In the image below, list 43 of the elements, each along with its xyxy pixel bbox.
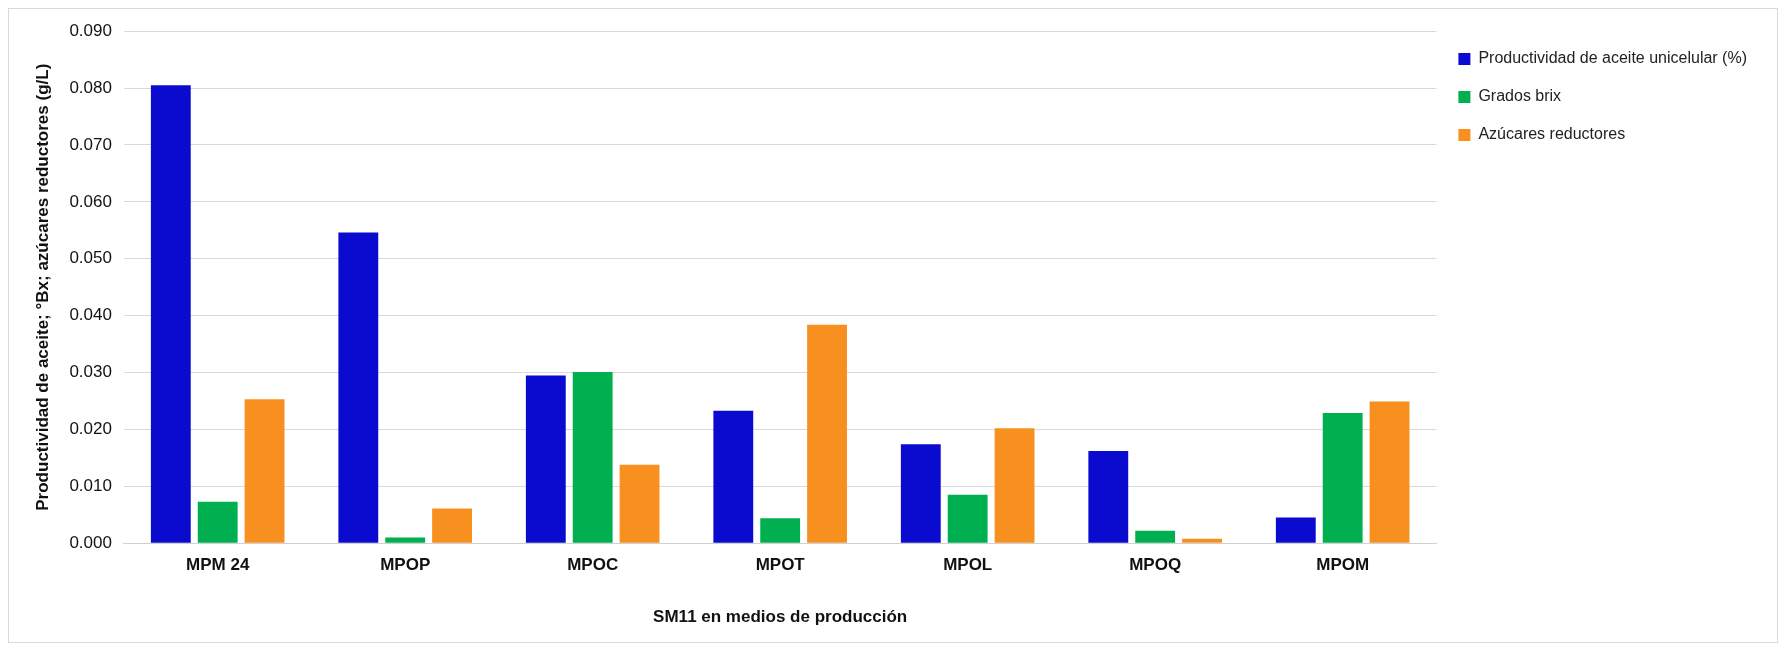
y-tick-label: 0.060: [69, 191, 112, 211]
bar: [994, 428, 1035, 543]
y-tick-label: 0.040: [69, 305, 112, 325]
bar: [619, 464, 660, 543]
bar: [572, 371, 613, 543]
bar: [197, 501, 238, 543]
y-axis-title: Productividad de aceite; °Bx; azúcares reductores (g/L): [32, 63, 52, 511]
x-axis-title: SM11 en medios de producción: [653, 607, 908, 627]
bar: [150, 85, 191, 543]
y-tick-label: 0.020: [69, 419, 112, 439]
bar: [385, 537, 426, 543]
bar: [900, 444, 941, 543]
bar: [760, 518, 801, 543]
bar: [807, 324, 847, 543]
bar: [947, 494, 988, 543]
x-tick-label: MPOL: [943, 555, 993, 575]
bar: [1182, 538, 1222, 543]
y-tick-label: 0.050: [69, 248, 112, 268]
legend-label: Grados brix: [1478, 87, 1562, 105]
bar: [1275, 517, 1316, 543]
x-tick-label: MPOP: [380, 555, 431, 575]
y-tick-label: 0.000: [69, 532, 112, 552]
legend-label: Azúcares reductores: [1478, 125, 1626, 143]
y-tick-label: 0.010: [69, 476, 112, 495]
bar: [713, 410, 754, 543]
bar: [525, 375, 566, 543]
y-tick-label: 0.090: [69, 20, 112, 40]
legend-label: Productividad de aceite unicelular (%): [1478, 49, 1748, 67]
bar: [338, 232, 379, 543]
bar: [432, 508, 472, 543]
y-tick-label: 0.070: [69, 134, 112, 154]
bar: [1322, 412, 1363, 543]
x-tick-label: MPOC: [567, 555, 619, 575]
y-tick-label: 0.030: [69, 362, 112, 382]
bar: [1135, 530, 1176, 543]
x-tick-label: MPM 24: [186, 555, 250, 575]
x-tick-label: MPOT: [755, 555, 806, 575]
bar: [244, 399, 285, 543]
x-tick-label: MPOQ: [1129, 555, 1182, 575]
bar: [1369, 401, 1410, 543]
bar: [1088, 451, 1129, 543]
x-tick-label: MPOM: [1316, 555, 1370, 575]
y-tick-label: 0.080: [69, 77, 112, 97]
